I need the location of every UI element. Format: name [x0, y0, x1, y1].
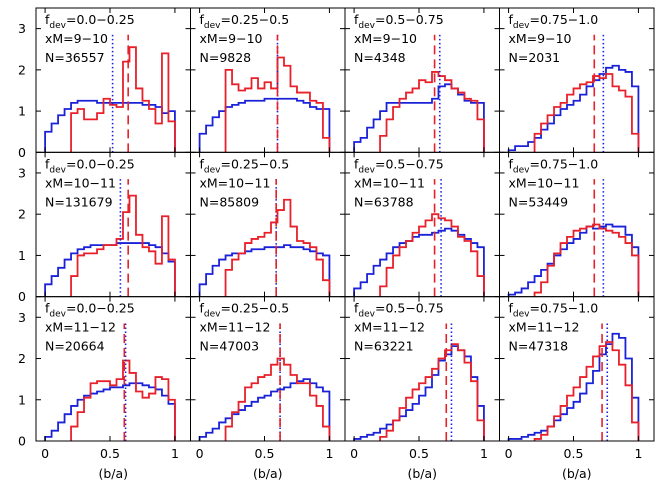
x-axis-label: (b/a) [98, 466, 128, 481]
x-tick-label: 0.5 [409, 446, 429, 461]
x-tick-label: 0 [196, 446, 204, 461]
y-tick-label: 1 [18, 248, 26, 263]
panel-fdev-label: fdev=0.0−0.25 [45, 156, 135, 175]
y-tick-label: 1 [18, 392, 26, 407]
red-histogram-series [70, 46, 176, 153]
panel-1-2: fdev=0.25−0.5xM=9−10 N=9828 [190, 7, 346, 153]
x-tick-label: 0 [41, 446, 49, 461]
panel-count-label: N=85809 [200, 194, 260, 209]
red-histogram-series [533, 73, 640, 153]
x-tick-label: 0.5 [100, 446, 120, 461]
panel-mass-label: xM=11−12 [509, 320, 580, 335]
panel-mass-label: xM=11−12 [45, 320, 116, 335]
panel-fdev-label: fdev=0.25−0.5 [200, 301, 290, 320]
panel-3-2: fdev=0.25−0.5xM=11−12 N=47003 [190, 296, 346, 442]
panel-2-4: fdev=0.75−1.0xM=10−11 N=53449 [499, 151, 655, 298]
x-tick-label: 0.5 [255, 446, 275, 461]
blue-histogram-series [507, 64, 640, 153]
y-tick-label: 1 [18, 104, 26, 119]
red-histogram-series [224, 198, 331, 297]
panel-count-label: N=131679 [45, 194, 113, 209]
panel-mass-label: xM=10−11 [200, 175, 271, 190]
blue-histogram-series [507, 223, 640, 297]
blue-histogram-series [198, 97, 331, 153]
x-tick-label: 1 [325, 446, 333, 461]
blue-histogram-series [507, 332, 640, 441]
y-tick-label: 3 [18, 310, 26, 325]
panel-3-4: fdev=0.75−1.0xM=11−12 N=47318 [499, 296, 655, 442]
panel-fdev-label: fdev=0.0−0.25 [45, 12, 135, 31]
panel-count-label: N=53449 [509, 194, 569, 209]
y-tick-label: 3 [18, 165, 26, 180]
y-axis-layer: 0 1 2 3 0 1 2 3 0 1 2 3 [18, 21, 26, 448]
red-histogram-series [70, 194, 176, 297]
panel-mass-label: xM=9−10 [45, 31, 108, 46]
y-tick-label: 0 [18, 145, 26, 160]
blue-histogram-series [198, 378, 331, 441]
panel-fdev-label: fdev=0.75−1.0 [509, 301, 599, 320]
x-tick-label: 0.5 [564, 446, 584, 461]
y-tick-label: 3 [18, 21, 26, 36]
panel-count-label: N=36557 [45, 50, 105, 65]
x-axis-label: (b/a) [407, 466, 437, 481]
panel-count-label: N=4348 [354, 50, 406, 65]
x-axis-label: (b/a) [562, 466, 592, 481]
panel-fdev-label: fdev=0.25−0.5 [200, 12, 290, 31]
x-tick-label: 0 [505, 446, 513, 461]
red-histogram-series [379, 213, 485, 297]
y-tick-label: 0 [18, 434, 26, 449]
blue-histogram-series [198, 244, 331, 297]
panel-fdev-label: fdev=0.25−0.5 [200, 156, 290, 175]
panels-layer: fdev=0.0−0.25xM=9−10N=36557fdev=0.25−0.5… [35, 7, 655, 442]
panel-frame [499, 296, 655, 442]
panel-1-4: fdev=0.75−1.0xM=9−10 N=2031 [499, 7, 655, 153]
red-histogram-series [533, 341, 640, 441]
panel-mass-label: xM=11−12 [354, 320, 425, 335]
x-axis-label: (b/a) [253, 466, 283, 481]
panel-fdev-label: fdev=0.75−1.0 [509, 156, 599, 175]
red-histogram-series [533, 223, 640, 297]
panel-fdev-label: fdev=0.0−0.25 [45, 301, 135, 320]
panel-count-label: N=63221 [354, 339, 414, 354]
y-tick-label: 2 [18, 207, 26, 222]
panel-mass-label: xM=10−11 [45, 175, 116, 190]
panel-count-label: N=47318 [509, 339, 569, 354]
panel-mass-label: xM=11−12 [200, 320, 271, 335]
panel-mass-label: xM=9−10 [200, 31, 263, 46]
panel-fdev-label: fdev=0.5−0.75 [354, 301, 444, 320]
panel-count-label: N=9828 [200, 50, 252, 65]
panel-count-label: N=20664 [45, 339, 105, 354]
panel-fdev-label: fdev=0.75−1.0 [509, 12, 599, 31]
panel-fdev-label: fdev=0.5−0.75 [354, 156, 444, 175]
x-axis-layer: 0 0.5 1 (b/a) 0 0.5 1 (b/a) 0 0.5 1 (b/a) 0 0.5 1 (b/a) [41, 446, 642, 481]
red-histogram-series [379, 343, 485, 441]
x-tick-label: 1 [171, 446, 179, 461]
x-tick-label: 0 [350, 446, 358, 461]
panel-mass-label: xM=10−11 [354, 175, 425, 190]
y-tick-label: 2 [18, 351, 26, 366]
panel-count-label: N=63788 [354, 194, 414, 209]
panel-fdev-label: fdev=0.5−0.75 [354, 12, 444, 31]
y-tick-label: 2 [18, 62, 26, 77]
red-histogram-series [70, 359, 176, 441]
panel-mass-label: xM=9−10 [354, 31, 417, 46]
panel-count-label: N=2031 [509, 50, 561, 65]
panel-count-label: N=47003 [200, 339, 260, 354]
panel-mass-label: xM=9−10 [509, 31, 572, 46]
x-tick-label: 1 [634, 446, 642, 461]
panel-mass-label: xM=10−11 [509, 175, 580, 190]
panel-2-2: fdev=0.25−0.5xM=10−11 N=85809 [190, 151, 346, 298]
red-histogram-series [224, 357, 331, 441]
x-tick-label: 1 [480, 446, 488, 461]
y-tick-label: 0 [18, 289, 26, 304]
red-histogram-series [379, 71, 485, 153]
